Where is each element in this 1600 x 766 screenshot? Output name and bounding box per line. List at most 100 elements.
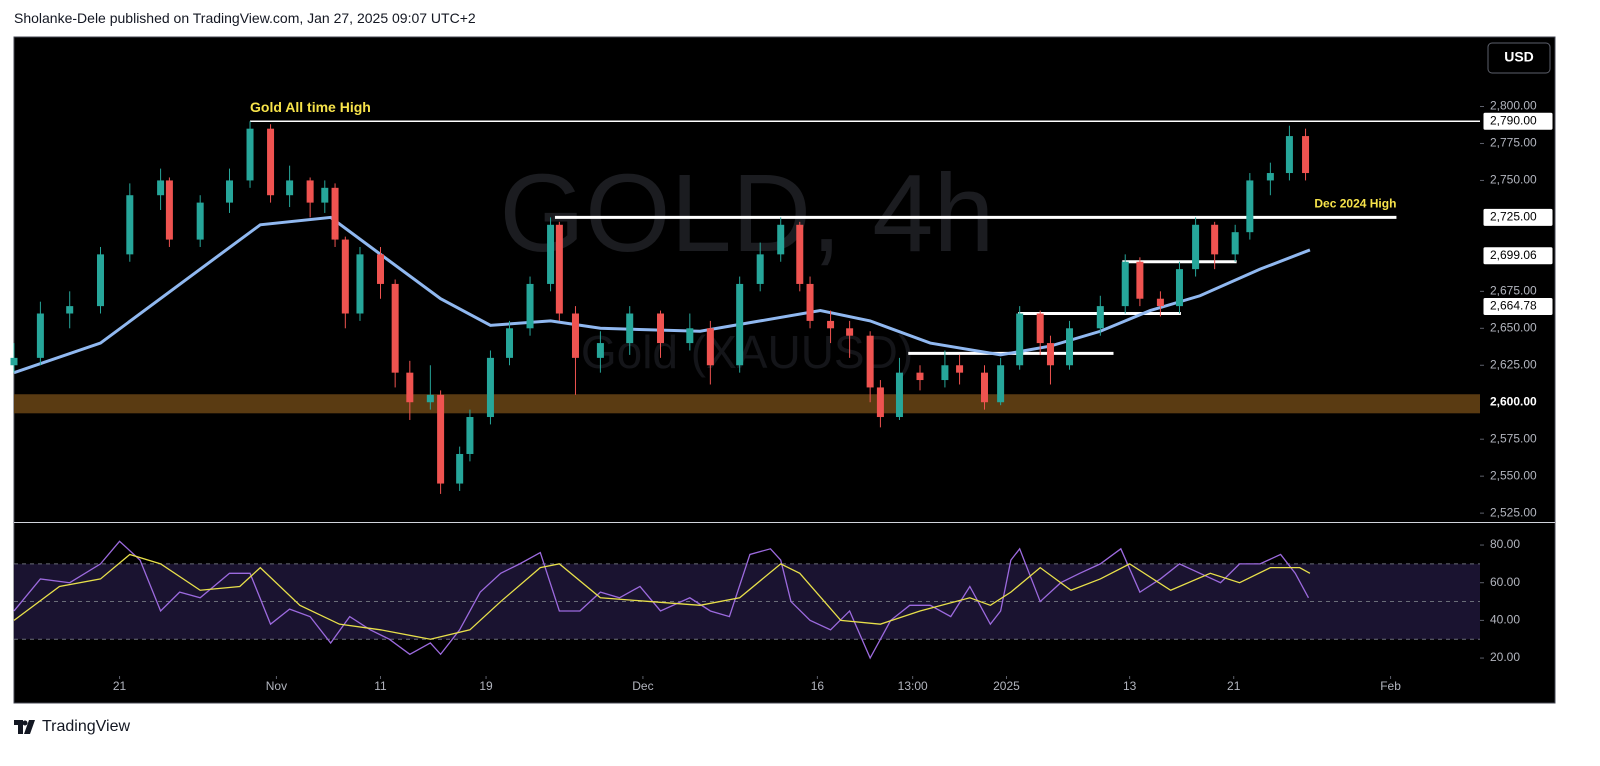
candle-body — [196, 202, 204, 240]
candle-body — [437, 394, 445, 484]
y-tick-label: 2,575.00 — [1490, 431, 1537, 445]
candle-body — [916, 372, 924, 381]
candle-body — [36, 313, 44, 358]
candle-body — [796, 224, 804, 284]
candle-body — [1192, 224, 1200, 270]
candle-body — [777, 224, 785, 255]
candle-body — [126, 195, 134, 255]
y-tick-label: 2,775.00 — [1490, 136, 1537, 150]
candle-body — [1136, 261, 1144, 299]
y-tick-label: 2,800.00 — [1490, 99, 1537, 113]
candle-body — [1121, 261, 1129, 307]
candle-body — [876, 387, 884, 418]
candle-body — [1266, 173, 1274, 181]
candle-body — [756, 254, 764, 284]
candle-body — [1231, 232, 1239, 255]
candle-body — [806, 283, 814, 321]
candle-body — [1156, 298, 1164, 307]
y-tick-label: 40.00 — [1490, 613, 1520, 627]
candle-body — [377, 254, 384, 284]
candle-body — [1246, 180, 1254, 233]
y-tick-label: 2,750.00 — [1490, 173, 1537, 187]
annotation: Gold All time High — [250, 99, 371, 115]
candle-body — [165, 180, 173, 240]
y-tick-label: 80.00 — [1490, 537, 1520, 551]
candle-body — [157, 180, 165, 196]
x-tick-label: 11 — [374, 679, 387, 693]
currency-button[interactable] — [1487, 42, 1551, 74]
watermark-subtitle: Gold (XAUUSD) — [581, 326, 913, 378]
candle-body — [547, 224, 555, 284]
y-tick-label: 2,625.00 — [1490, 357, 1537, 371]
price-label: 2,600.00 — [1490, 394, 1537, 408]
price-label: 2,699.06 — [1490, 248, 1537, 262]
x-tick-label: 21 — [113, 679, 127, 693]
candle-body — [486, 357, 494, 418]
price-label: 2,725.00 — [1490, 210, 1537, 224]
candle-body — [895, 372, 903, 418]
x-tick-label: Feb — [1380, 679, 1401, 693]
x-tick-label: 21 — [1227, 679, 1241, 693]
x-tick-label: 16 — [811, 679, 825, 693]
candle-body — [555, 224, 563, 314]
candle-body — [1096, 306, 1104, 329]
rsi-band — [14, 563, 1480, 640]
candle-body — [997, 365, 1005, 403]
candle-body — [1036, 313, 1044, 344]
y-tick-label: 2,550.00 — [1490, 468, 1537, 482]
candle-body — [321, 187, 329, 203]
logo-text: TradingView — [42, 718, 131, 735]
candle-body — [1302, 136, 1310, 174]
candle-body — [866, 335, 874, 388]
footer: TradingView — [14, 718, 130, 736]
candle-body — [941, 365, 949, 381]
header: Sholanke-Dele published on TradingView.c… — [14, 10, 476, 26]
candle-body — [596, 343, 604, 358]
candle-body — [306, 180, 314, 203]
candle-body — [1211, 224, 1219, 255]
candle-body — [391, 283, 399, 373]
price-label-box — [1482, 111, 1554, 131]
y-tick-label: 2,675.00 — [1490, 284, 1537, 298]
candle-body — [456, 453, 464, 484]
candle-body — [341, 239, 349, 314]
y-tick-label: 60.00 — [1490, 575, 1520, 589]
candle-body — [686, 328, 694, 344]
candle-body — [10, 357, 18, 366]
candle-body — [1066, 328, 1074, 366]
price-label-box — [1482, 246, 1554, 266]
x-tick-label: Nov — [266, 679, 287, 693]
candle-body — [1285, 136, 1293, 174]
candle-body — [827, 320, 835, 329]
candle-body — [846, 328, 854, 336]
moving-average — [13, 215, 1311, 375]
support-zone — [14, 394, 1480, 414]
candle-body — [626, 313, 634, 344]
candle-body — [526, 283, 534, 329]
candle-body — [466, 417, 474, 454]
candle-body — [267, 128, 275, 196]
watermark-title: GOLD, 4h — [499, 152, 994, 275]
candle-body — [331, 187, 339, 240]
price-label: 2,790.00 — [1490, 113, 1537, 127]
candle-body — [356, 254, 364, 314]
candle-body — [571, 313, 579, 358]
price-label-box — [1482, 207, 1554, 227]
candle-body — [1016, 313, 1024, 366]
x-tick-label: 13:00 — [898, 679, 928, 693]
y-tick-label: 2,525.00 — [1490, 505, 1537, 519]
candle-body — [657, 313, 665, 344]
x-tick-label: Dec — [632, 679, 653, 693]
candle-body — [286, 180, 294, 196]
candle-body — [1046, 343, 1054, 366]
candle-body — [246, 128, 254, 181]
candle-body — [426, 394, 434, 403]
y-tick-label: 20.00 — [1490, 650, 1520, 664]
candle-body — [226, 180, 234, 203]
candle-body — [980, 372, 988, 403]
candle-body — [706, 328, 714, 366]
price-label: 2,664.78 — [1490, 299, 1537, 313]
candle-body — [406, 372, 414, 403]
